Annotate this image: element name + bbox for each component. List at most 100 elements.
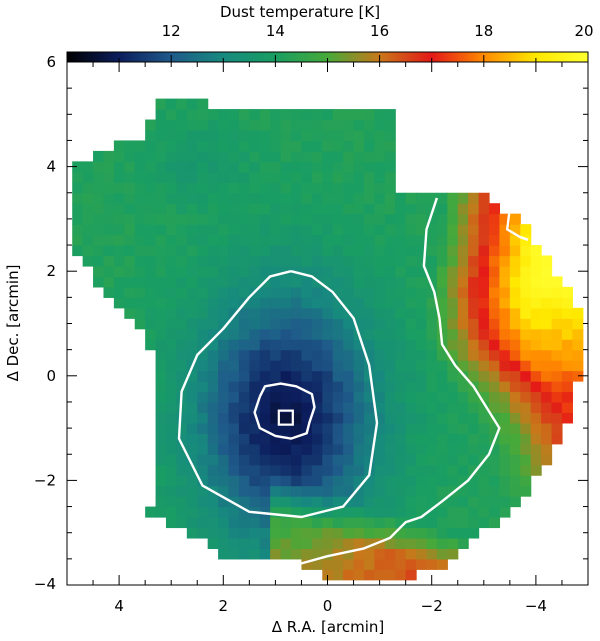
heatmap-cell (499, 433, 511, 445)
heatmap-cell (113, 297, 125, 309)
heatmap-cell (395, 412, 407, 424)
x-axis-label: Δ R.A. [arcmin] (272, 618, 385, 636)
heatmap-cell (384, 464, 396, 476)
heatmap-cell (405, 297, 417, 309)
heatmap-cell (509, 422, 521, 434)
heatmap-cell (416, 328, 428, 340)
heatmap-cell (301, 412, 313, 424)
heatmap-cell (280, 255, 292, 267)
heatmap-cell (468, 506, 480, 518)
heatmap-cell (374, 307, 386, 319)
heatmap-cell (176, 213, 188, 225)
heatmap-cell (374, 370, 386, 382)
heatmap-cell (124, 286, 136, 298)
heatmap-cell (228, 255, 240, 267)
heatmap-cell (332, 464, 344, 476)
heatmap-cell (197, 140, 209, 152)
heatmap-cell (363, 349, 375, 361)
heatmap-cell (228, 192, 240, 204)
heatmap-cell (280, 339, 292, 351)
heatmap-cell (207, 349, 219, 361)
heatmap-cell (478, 391, 490, 403)
heatmap-cell (447, 234, 459, 246)
heatmap-cell (259, 328, 271, 340)
heatmap-cell (197, 192, 209, 204)
heatmap-cell (82, 224, 94, 236)
heatmap-cell (499, 286, 511, 298)
heatmap-cell (405, 360, 417, 372)
heatmap-cell (478, 328, 490, 340)
heatmap-cell (322, 140, 334, 152)
heatmap-cell (499, 339, 511, 351)
heatmap-cell (218, 475, 230, 487)
heatmap-cell (207, 276, 219, 288)
x-tick-label: −2 (421, 597, 443, 615)
heatmap-cell (301, 140, 313, 152)
heatmap-cell (113, 286, 125, 298)
heatmap-cell (93, 255, 105, 267)
heatmap-cell (353, 537, 365, 549)
heatmap-cell (113, 265, 125, 278)
heatmap-cell (311, 381, 323, 393)
heatmap-cell (457, 475, 469, 487)
heatmap-cell (489, 391, 501, 403)
heatmap-cell (520, 422, 532, 434)
heatmap-cell (384, 213, 396, 225)
heatmap-cell (186, 527, 198, 539)
heatmap-cell (332, 318, 344, 330)
heatmap-cell (134, 255, 146, 267)
heatmap-cell (353, 213, 365, 225)
heatmap-cell (228, 140, 240, 152)
heatmap-cell (124, 265, 136, 278)
heatmap-cell (155, 150, 167, 162)
heatmap-cell (426, 276, 438, 288)
heatmap-cell (332, 506, 344, 518)
heatmap-cell (426, 517, 438, 529)
heatmap-cell (301, 161, 313, 173)
heatmap-cell (332, 182, 344, 194)
heatmap-cell (457, 537, 469, 549)
heatmap-cell (478, 297, 490, 309)
heatmap-cell (259, 286, 271, 298)
heatmap-cell (197, 307, 209, 319)
heatmap-cell (259, 307, 271, 319)
heatmap-cell (301, 119, 313, 131)
colorbar-gradient (67, 52, 588, 62)
heatmap-cell (176, 255, 188, 267)
heatmap-cell (530, 370, 542, 382)
heatmap-cell (228, 286, 240, 298)
heatmap-cell (530, 381, 542, 393)
heatmap-cell (520, 328, 532, 340)
heatmap-cell (468, 454, 480, 466)
heatmap-cell (103, 182, 115, 194)
heatmap-cell (280, 475, 292, 487)
heatmap-cell (301, 171, 313, 183)
heatmap-cell (238, 381, 250, 393)
heatmap-cell (207, 370, 219, 382)
heatmap-cell (93, 182, 105, 194)
heatmap-cell (332, 443, 344, 455)
heatmap-cell (551, 328, 563, 340)
heatmap-cell (374, 517, 386, 529)
contour-inner (253, 382, 316, 440)
heatmap-cell (457, 265, 469, 278)
heatmap-cell (447, 381, 459, 393)
heatmap-cell (238, 517, 250, 529)
heatmap-cell (270, 192, 282, 204)
heatmap-cell (405, 349, 417, 361)
heatmap-cell (332, 569, 344, 581)
heatmap-cell (228, 485, 240, 497)
heatmap-cell (478, 318, 490, 330)
heatmap-cell (259, 119, 271, 131)
heatmap-cell (426, 265, 438, 278)
heatmap-cell (155, 381, 167, 393)
heatmap-cell (322, 454, 334, 466)
heatmap-cell (301, 129, 313, 142)
heatmap-cell (270, 360, 282, 372)
heatmap-cell (155, 98, 167, 110)
heatmap-cell (436, 203, 448, 215)
heatmap-cell (509, 475, 521, 487)
heatmap-cell (416, 265, 428, 278)
heatmap-cell (176, 98, 188, 110)
